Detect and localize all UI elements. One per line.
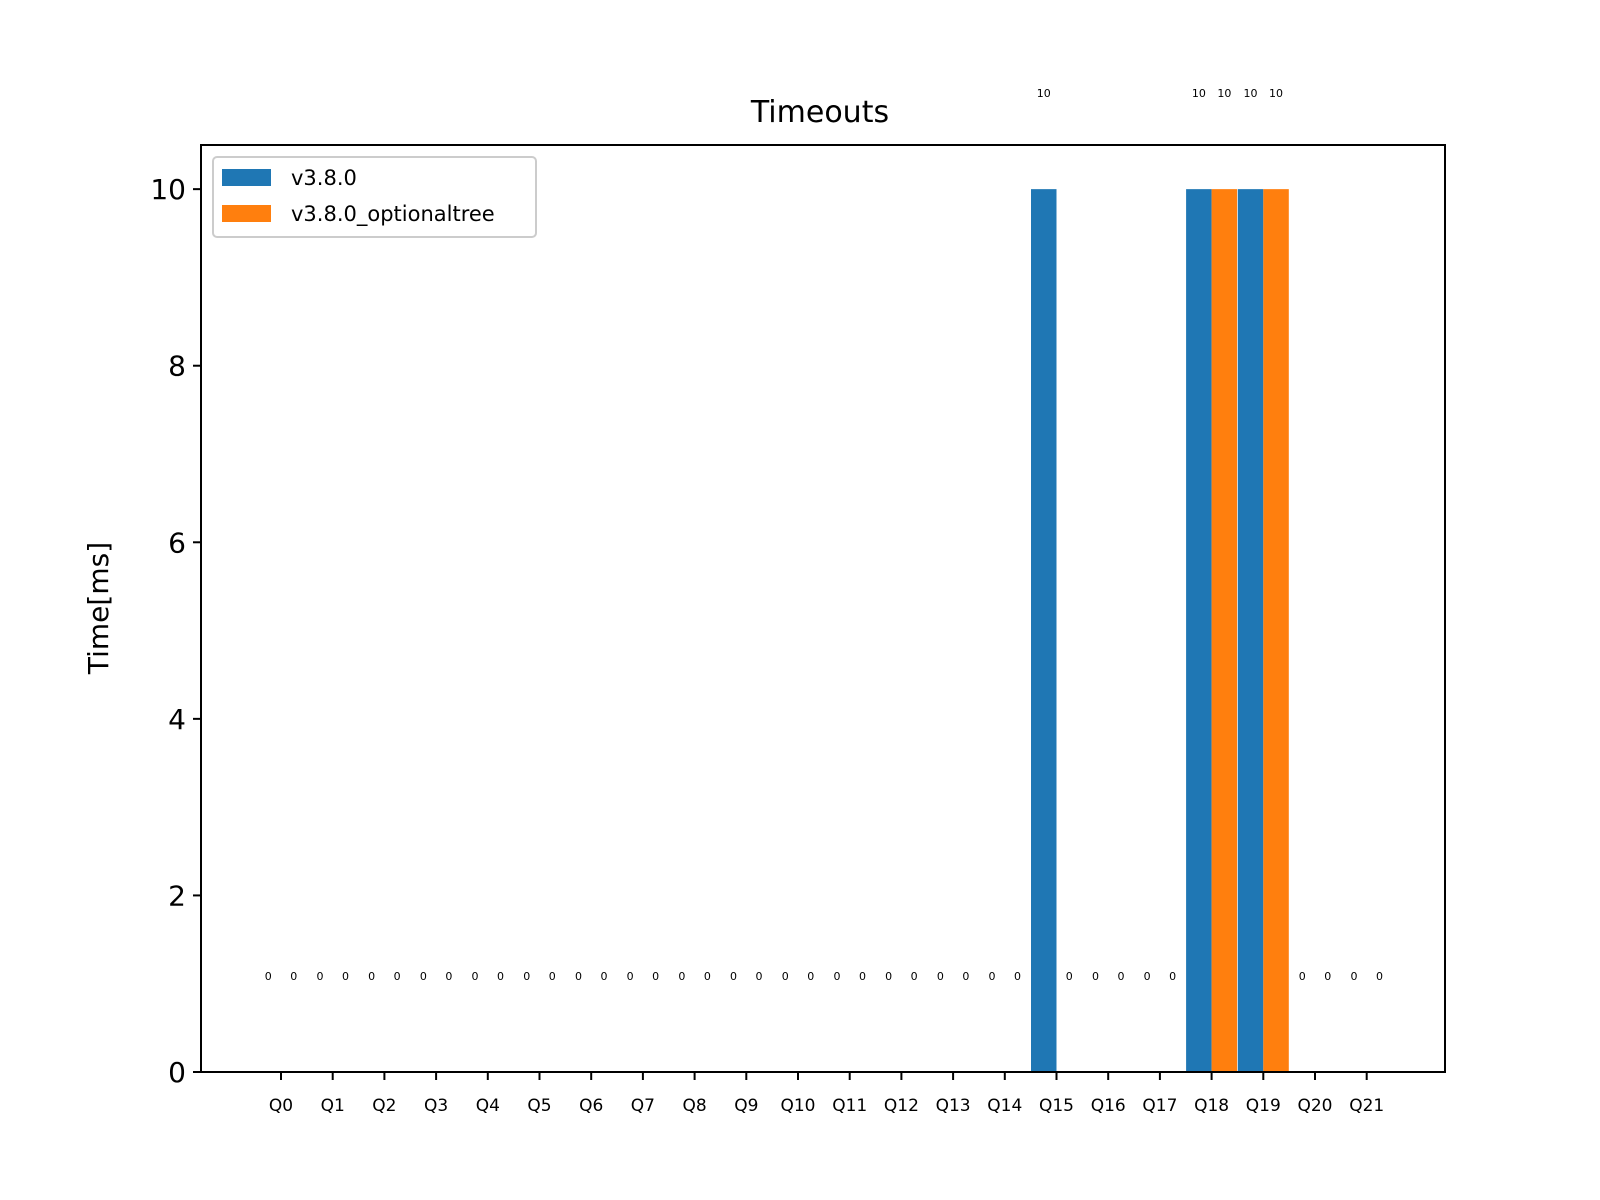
- bar-value-label: 0: [756, 970, 763, 983]
- y-axis-label: Time[ms]: [82, 542, 115, 675]
- legend-label-v3-8-0-optionaltree: v3.8.0_optionaltree: [291, 202, 495, 227]
- bar-value-label: 0: [316, 970, 323, 983]
- bar-value-label: 0: [342, 970, 349, 983]
- x-tick-label: Q14: [987, 1096, 1022, 1116]
- bar-value-label: 0: [472, 970, 479, 983]
- bar-value-label: 0: [1117, 970, 1124, 983]
- bar-value-label: 0: [1169, 970, 1176, 983]
- y-axis: 0 2 4 6 8 10: [150, 173, 201, 1089]
- bar-value-label: 10: [1217, 87, 1231, 100]
- x-tick-label: Q8: [682, 1096, 706, 1116]
- bars-group: [1031, 189, 1289, 1072]
- bar-value-label: 0: [420, 970, 427, 983]
- bar-value-label: 0: [859, 970, 866, 983]
- bar-value-label: 0: [265, 970, 272, 983]
- bar-value-label: 0: [1014, 970, 1021, 983]
- bar-value-label: 0: [1324, 970, 1331, 983]
- y-tick-label: 4: [168, 703, 186, 736]
- bar-value-label: 0: [497, 970, 504, 983]
- bar-value-label: 0: [445, 970, 452, 983]
- legend-swatch-v3-8-0: [222, 169, 271, 186]
- bar-value-label: 0: [704, 970, 711, 983]
- bar-v3-8-0-optionaltree-q18: [1211, 189, 1238, 1072]
- x-tick-label: Q9: [734, 1096, 758, 1116]
- bar-value-label: 0: [549, 970, 556, 983]
- bar-v3-8-0-q18: [1186, 189, 1212, 1072]
- chart-title: Timeouts: [750, 95, 889, 130]
- bar-value-label: 10: [1037, 87, 1051, 100]
- bar-value-label: 0: [678, 970, 685, 983]
- bar-value-label: 0: [782, 970, 789, 983]
- y-tick-label: 0: [168, 1056, 186, 1089]
- x-tick-label: Q10: [780, 1096, 815, 1116]
- bar-value-label: 0: [368, 970, 375, 983]
- bar-value-label: 0: [833, 970, 840, 983]
- bar-value-label: 0: [807, 970, 814, 983]
- bar-value-label: 0: [937, 970, 944, 983]
- bar-value-label: 0: [394, 970, 401, 983]
- bar-value-label: 0: [1144, 970, 1151, 983]
- x-tick-label: Q0: [269, 1096, 293, 1116]
- y-tick-label: 6: [168, 526, 186, 559]
- bar-value-label: 0: [652, 970, 659, 983]
- x-tick-label: Q4: [476, 1096, 500, 1116]
- bar-value-label: 0: [1092, 970, 1099, 983]
- bar-value-label: 0: [962, 970, 969, 983]
- x-tick-label: Q7: [631, 1096, 655, 1116]
- x-tick-label: Q3: [424, 1096, 448, 1116]
- x-tick-label: Q15: [1039, 1096, 1074, 1116]
- x-tick-label: Q6: [579, 1096, 603, 1116]
- bar-value-label: 10: [1192, 87, 1206, 100]
- bar-value-label: 0: [575, 970, 582, 983]
- legend-swatch-v3-8-0-optionaltree: [222, 205, 271, 222]
- x-tick-label: Q5: [527, 1096, 551, 1116]
- x-axis: Q0 Q1 Q2 Q3 Q4 Q5 Q6 Q7 Q8 Q9 Q10 Q11 Q12 Q13 Q14 Q15 Q1…: [269, 1072, 1384, 1116]
- bar-labels-group: 0 0 0 0 0 0 0 0 0 0 0 0 0 0 0 10 0 0 10 10 0 0 0 0 0 0 0 0 0 0 0 0 0 0 0 0 0…: [265, 87, 1383, 983]
- x-tick-label: Q11: [832, 1096, 867, 1116]
- bar-v3-8-0-q19: [1237, 189, 1264, 1072]
- x-tick-label: Q19: [1246, 1096, 1281, 1116]
- x-tick-label: Q12: [884, 1096, 919, 1116]
- x-tick-label: Q2: [372, 1096, 396, 1116]
- x-tick-label: Q1: [321, 1096, 345, 1116]
- x-tick-label: Q16: [1091, 1096, 1126, 1116]
- y-tick-label: 2: [168, 879, 186, 912]
- x-tick-label: Q21: [1349, 1096, 1384, 1116]
- bar-value-label: 0: [1376, 970, 1383, 983]
- legend-label-v3-8-0: v3.8.0: [291, 166, 357, 190]
- plot-frame: [200, 144, 1446, 1073]
- x-tick-label: Q18: [1194, 1096, 1229, 1116]
- bar-v3-8-0-optionaltree-q19: [1263, 189, 1289, 1072]
- bar-value-label: 0: [989, 970, 996, 983]
- bar-value-label: 10: [1244, 87, 1258, 100]
- x-tick-label: Q20: [1297, 1096, 1332, 1116]
- bar-value-label: 10: [1269, 87, 1283, 100]
- bar-value-label: 0: [1066, 970, 1073, 983]
- x-tick-label: Q13: [936, 1096, 971, 1116]
- bar-v3-8-0-q15: [1031, 189, 1057, 1072]
- bar-value-label: 0: [1299, 970, 1306, 983]
- legend-frame: [212, 156, 537, 238]
- bar-value-label: 0: [523, 970, 530, 983]
- y-tick-label: 10: [150, 173, 186, 206]
- x-tick-label: Q17: [1142, 1096, 1177, 1116]
- bar-value-label: 0: [730, 970, 737, 983]
- bar-value-label: 0: [1350, 970, 1357, 983]
- y-tick-label: 8: [168, 350, 186, 383]
- legend: v3.8.0 v3.8.0_optionaltree: [212, 156, 537, 238]
- bar-value-label: 0: [911, 970, 918, 983]
- bar-value-label: 0: [627, 970, 634, 983]
- bar-value-label: 0: [885, 970, 892, 983]
- bar-value-label: 0: [290, 970, 297, 983]
- bar-value-label: 0: [600, 970, 607, 983]
